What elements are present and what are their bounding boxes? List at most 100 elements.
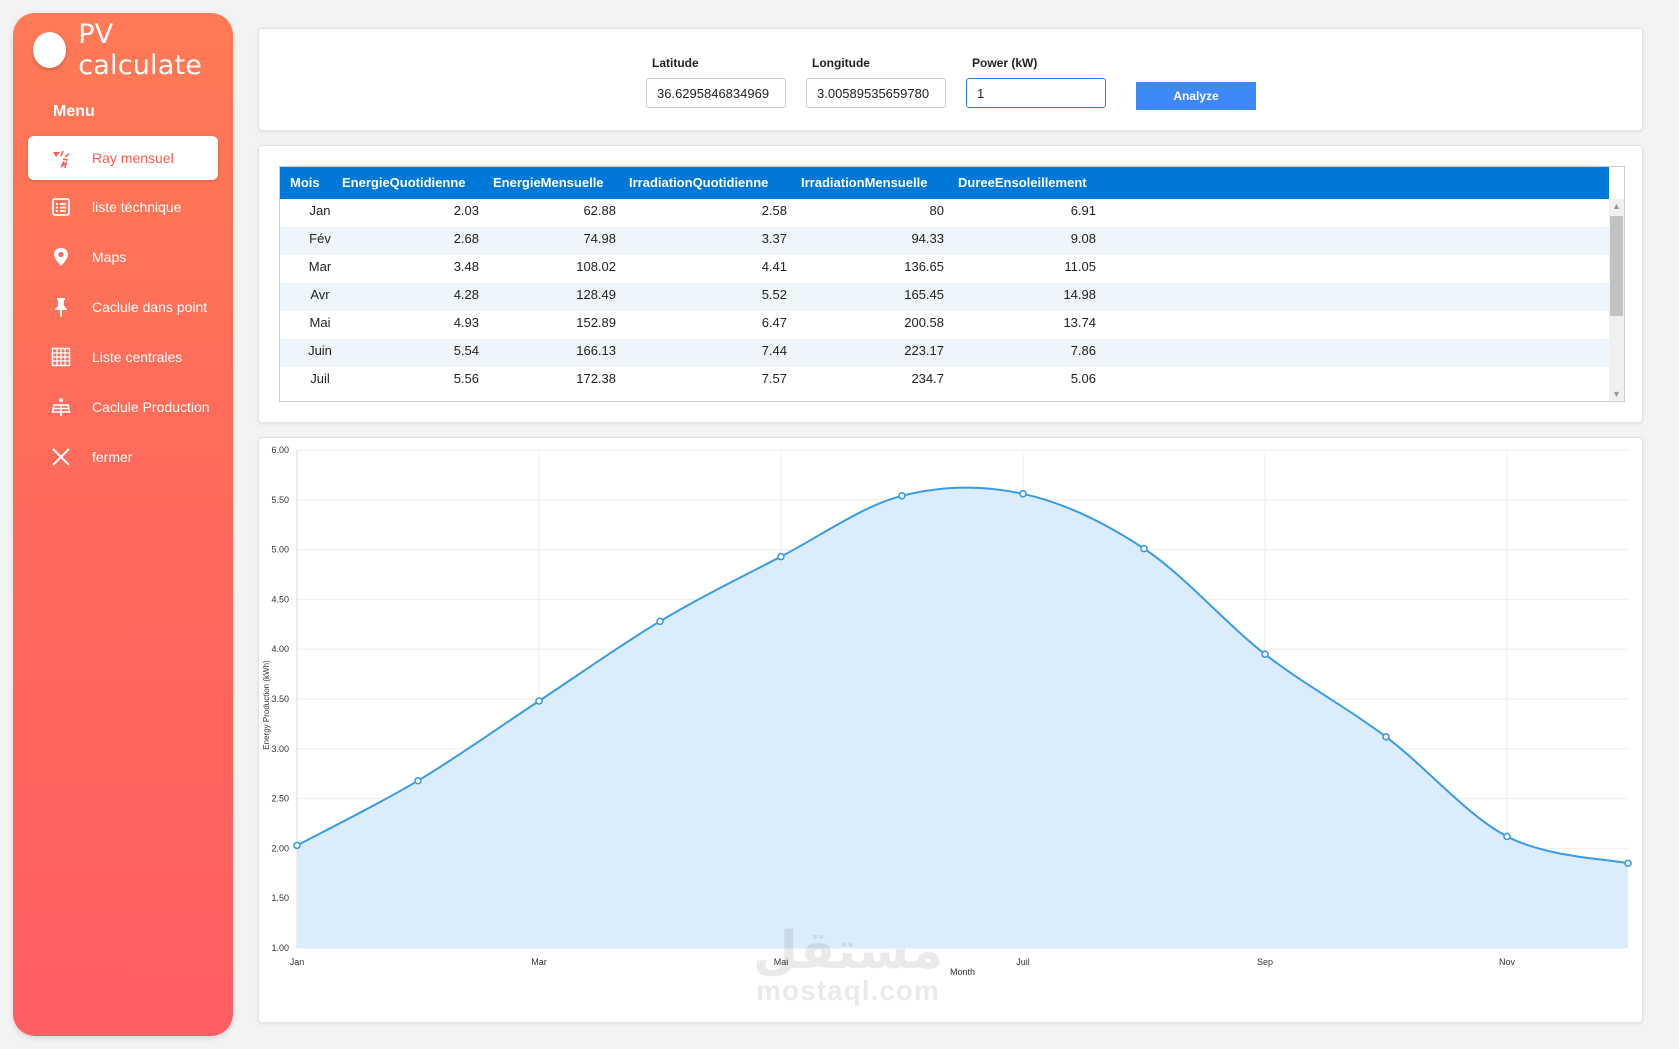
power-label: Power (kW) — [972, 56, 1038, 70]
sidebar: PV calculate Menu Ray mensuel liste téch… — [13, 13, 233, 1036]
chart-y-tick-label: 2.50 — [271, 794, 289, 804]
sidebar-item-label: Liste centrales — [92, 349, 183, 365]
cell-duree-ensoleillement: 14.98 — [1063, 287, 1096, 302]
table-row[interactable]: Fév 2.68 74.98 3.37 94.33 9.08 — [280, 227, 1609, 255]
chart-data-point — [1019, 490, 1027, 498]
sidebar-item-liste-centrales[interactable]: Liste centrales — [28, 335, 218, 379]
results-table: Mois EnergieQuotidienne EnergieMensuelle… — [279, 166, 1625, 402]
longitude-input[interactable] — [806, 78, 946, 108]
cell-energie-mensuelle: 172.38 — [576, 371, 616, 386]
list-icon — [50, 196, 72, 218]
sidebar-item-label: Ray mensuel — [92, 150, 174, 166]
table-header: Mois EnergieQuotidienne EnergieMensuelle… — [280, 167, 1609, 199]
sidebar-item-fermer[interactable]: fermer — [28, 435, 218, 479]
chart-y-axis-label: Energy Production (kWh) — [262, 660, 271, 750]
cell-mois: Juin — [308, 343, 332, 358]
cell-energie-quotidienne: 4.93 — [453, 315, 479, 330]
close-icon — [50, 446, 72, 468]
table-vertical-scrollbar[interactable]: ▲ ▼ — [1609, 199, 1624, 401]
table-row[interactable]: Mai 4.93 152.89 6.47 200.58 13.74 — [280, 311, 1609, 339]
column-header-mois[interactable]: Mois — [290, 175, 320, 190]
chart-area-fill — [297, 487, 1628, 948]
cell-energie-quotidienne: 2.68 — [453, 231, 479, 246]
cell-irradiation-quotidienne: 7.44 — [761, 343, 787, 358]
latitude-field: Latitude — [646, 56, 786, 108]
cell-energie-quotidienne: 5.56 — [453, 371, 479, 386]
map-pin-icon — [50, 246, 72, 268]
table-row[interactable]: Juil 5.56 172.38 7.57 234.7 5.06 — [280, 367, 1609, 395]
cell-energie-mensuelle: 108.02 — [576, 259, 616, 274]
cell-energie-mensuelle: 128.49 — [576, 287, 616, 302]
latitude-input[interactable] — [646, 78, 786, 108]
column-header-duree-ensoleillement[interactable]: DureeEnsoleillement — [958, 175, 1087, 190]
cell-energie-mensuelle: 74.98 — [583, 231, 616, 246]
chart-y-tick-label: 6.00 — [271, 445, 289, 455]
cell-duree-ensoleillement: 7.86 — [1070, 343, 1096, 358]
cell-irradiation-mensuelle: 165.45 — [904, 287, 944, 302]
table-row[interactable]: Juin 5.54 166.13 7.44 223.17 7.86 — [280, 339, 1609, 367]
analyze-form-card: Latitude Longitude Power (kW) Analyze — [258, 28, 1643, 131]
energy-production-chart: 6.00 5.50 5.00 4.50 4.00 3.50 3.00 2.50 2.00 1.50… — [262, 445, 1632, 977]
cell-mois: Fév — [309, 231, 331, 246]
longitude-field: Longitude — [806, 56, 946, 108]
cell-irradiation-mensuelle: 94.33 — [911, 231, 944, 246]
chart-y-tick-label: 1.00 — [271, 943, 289, 953]
chart-data-point — [777, 552, 785, 561]
sidebar-item-label: Caclule Production — [92, 399, 210, 415]
table-row[interactable]: Avr 4.28 128.49 5.52 165.45 14.98 — [280, 283, 1609, 311]
cell-mois: Mai — [309, 315, 331, 330]
column-header-energie-quotidienne[interactable]: EnergieQuotidienne — [342, 175, 466, 190]
chart-data-point — [1140, 544, 1148, 553]
scrollbar-thumb[interactable] — [1610, 216, 1623, 316]
cell-duree-ensoleillement: 11.05 — [1064, 259, 1096, 274]
pushpin-icon — [50, 296, 72, 318]
cell-irradiation-mensuelle: 136.65 — [904, 259, 944, 274]
column-header-irradiation-mensuelle[interactable]: IrradiationMensuelle — [801, 175, 928, 190]
chart-data-point — [293, 841, 301, 850]
power-input[interactable] — [966, 78, 1106, 108]
chart-x-tick-label: Mai — [774, 957, 789, 967]
table-row[interactable]: Jan 2.03 62.88 2.58 80 6.91 — [280, 199, 1609, 227]
analyze-button[interactable]: Analyze — [1136, 82, 1256, 110]
brand: PV calculate — [33, 19, 233, 81]
scroll-up-icon[interactable]: ▲ — [1612, 201, 1621, 211]
chart-y-tick-label: 4.00 — [271, 644, 289, 654]
sidebar-item-label: Caclule dans point — [92, 299, 208, 315]
chart-data-point — [1624, 859, 1632, 868]
cell-irradiation-quotidienne: 6.47 — [761, 315, 787, 330]
sidebar-item-label: fermer — [92, 449, 133, 465]
cell-energie-quotidienne: 5.54 — [453, 343, 479, 358]
energy-chart-card: 6.00 5.50 5.00 4.50 4.00 3.50 3.00 2.50 2.00 1.50… — [258, 437, 1643, 1023]
chart-x-tick-label: Sep — [1257, 957, 1273, 967]
sidebar-item-caclule-dans-point[interactable]: Caclule dans point — [28, 285, 218, 329]
sidebar-item-liste-technique[interactable]: liste téchnique — [28, 185, 218, 229]
cell-mois: Avr — [310, 287, 330, 302]
sidebar-item-ray-mensuel[interactable]: Ray mensuel — [28, 136, 218, 180]
chart-y-tick-label: 3.50 — [271, 694, 289, 704]
cell-energie-mensuelle: 166.13 — [576, 343, 616, 358]
longitude-label: Longitude — [812, 56, 870, 70]
sidebar-item-caclule-production[interactable]: Caclule Production — [28, 385, 218, 429]
sun-ray-icon — [50, 147, 72, 169]
sidebar-item-label: liste téchnique — [92, 199, 182, 215]
sidebar-item-maps[interactable]: Maps — [28, 235, 218, 279]
scroll-down-icon[interactable]: ▼ — [1612, 389, 1621, 399]
grid-icon — [50, 346, 72, 368]
chart-data-point — [1261, 650, 1269, 658]
table-row[interactable]: Mar 3.48 108.02 4.41 136.65 11.05 — [280, 255, 1609, 283]
cell-energie-quotidienne: 2.03 — [453, 203, 479, 218]
cell-irradiation-mensuelle: 234.7 — [911, 371, 944, 386]
app-logo — [33, 32, 67, 68]
chart-y-tick-label: 3.00 — [271, 744, 289, 754]
cell-irradiation-mensuelle: 200.58 — [904, 315, 944, 330]
sidebar-item-label: Maps — [92, 249, 127, 265]
column-header-energie-mensuelle[interactable]: EnergieMensuelle — [493, 175, 604, 190]
menu-heading: Menu — [53, 103, 95, 120]
chart-x-tick-label: Juil — [1016, 957, 1030, 967]
cell-mois: Juil — [310, 371, 330, 386]
chart-data-point — [414, 776, 422, 785]
cell-energie-mensuelle: 152.89 — [576, 315, 616, 330]
cell-mois: Mar — [308, 259, 332, 274]
chart-x-axis-label: Month — [950, 967, 975, 977]
column-header-irradiation-quotidienne[interactable]: IrradiationQuotidienne — [629, 175, 769, 190]
